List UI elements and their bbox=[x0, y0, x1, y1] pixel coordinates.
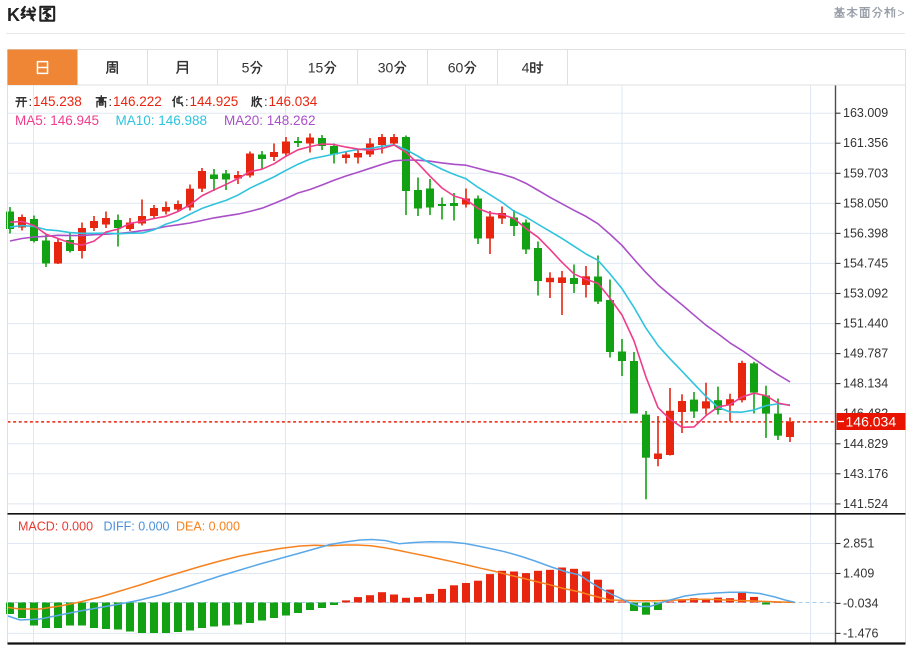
svg-text:DIFF: 0.000: DIFF: 0.000 bbox=[104, 520, 170, 534]
svg-text:145.238: 145.238 bbox=[33, 94, 82, 109]
svg-text:2.851: 2.851 bbox=[843, 537, 874, 551]
svg-text::: : bbox=[109, 94, 113, 109]
svg-text:>: > bbox=[898, 6, 905, 20]
svg-text:146.034: 146.034 bbox=[846, 414, 897, 430]
svg-text:144.829: 144.829 bbox=[843, 437, 888, 451]
svg-text:K: K bbox=[7, 5, 20, 25]
svg-text:MA20: 148.262: MA20: 148.262 bbox=[224, 113, 316, 128]
svg-text::: : bbox=[29, 94, 33, 109]
svg-text:148.134: 148.134 bbox=[843, 377, 888, 391]
svg-text:5: 5 bbox=[242, 60, 250, 76]
svg-text:MA10: 146.988: MA10: 146.988 bbox=[116, 113, 208, 128]
svg-text::: : bbox=[185, 94, 189, 109]
svg-text:1.409: 1.409 bbox=[843, 567, 874, 581]
svg-text:159.703: 159.703 bbox=[843, 166, 888, 180]
svg-text:153.092: 153.092 bbox=[843, 287, 888, 301]
svg-text:60: 60 bbox=[448, 60, 464, 76]
svg-text:161.356: 161.356 bbox=[843, 136, 888, 150]
svg-text:151.440: 151.440 bbox=[843, 317, 888, 331]
svg-text:158.050: 158.050 bbox=[843, 196, 888, 210]
svg-text:146.222: 146.222 bbox=[113, 94, 162, 109]
svg-text:163.009: 163.009 bbox=[843, 106, 888, 120]
svg-text:-0.034: -0.034 bbox=[843, 596, 878, 610]
svg-text:DEA: 0.000: DEA: 0.000 bbox=[176, 520, 240, 534]
svg-text:154.745: 154.745 bbox=[843, 256, 888, 270]
svg-text:146.034: 146.034 bbox=[269, 94, 318, 109]
svg-text:149.787: 149.787 bbox=[843, 347, 888, 361]
svg-text:156.398: 156.398 bbox=[843, 226, 888, 240]
svg-text:MACD: 0.000: MACD: 0.000 bbox=[18, 520, 93, 534]
svg-text:141.524: 141.524 bbox=[843, 497, 888, 511]
svg-text:15: 15 bbox=[308, 60, 324, 76]
svg-text:MA5: 146.945: MA5: 146.945 bbox=[15, 113, 99, 128]
svg-text:4: 4 bbox=[522, 60, 530, 76]
svg-text::: : bbox=[264, 94, 268, 109]
svg-text:-1.476: -1.476 bbox=[843, 626, 878, 640]
svg-text:30: 30 bbox=[378, 60, 394, 76]
svg-text:143.176: 143.176 bbox=[843, 467, 888, 481]
svg-text:144.925: 144.925 bbox=[190, 94, 239, 109]
